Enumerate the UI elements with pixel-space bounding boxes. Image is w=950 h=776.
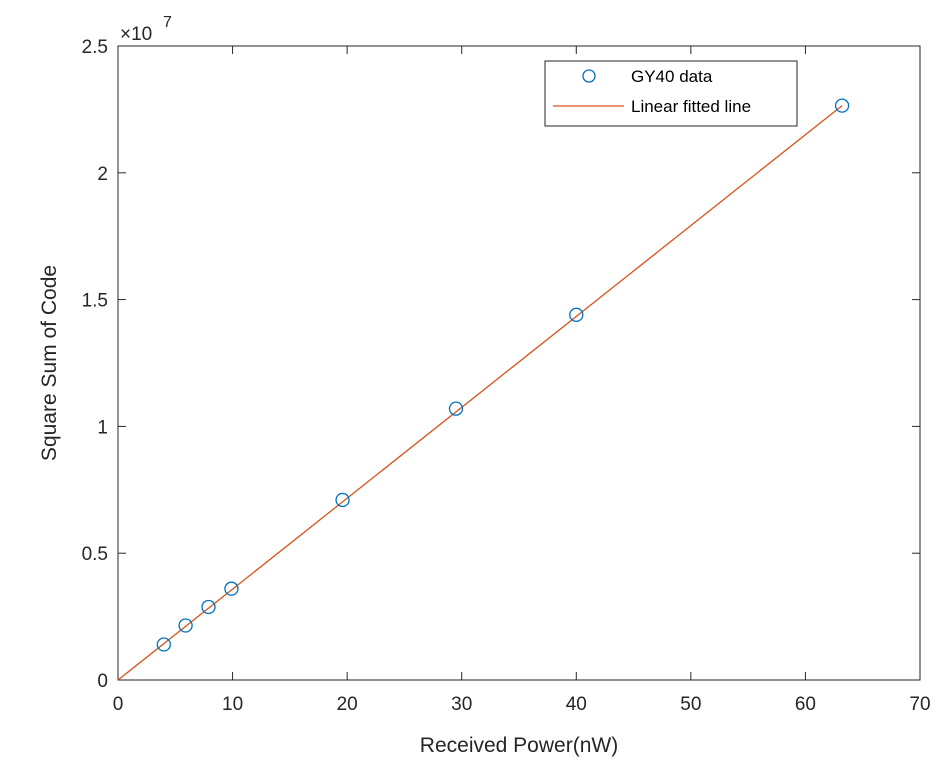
y-exponent-base: ×10 xyxy=(120,24,152,45)
y-exponent: ×10 7 xyxy=(120,14,172,45)
y-exponent-power: 7 xyxy=(163,14,172,31)
y-tick-label: 0.5 xyxy=(82,544,108,565)
x-tick-label: 70 xyxy=(909,694,930,715)
fit-line xyxy=(117,105,843,681)
legend-marker-gy40 xyxy=(582,69,596,83)
data-point xyxy=(834,98,850,113)
y-tick-label: 2.5 xyxy=(82,37,108,58)
legend-label-fit: Linear fitted line xyxy=(631,97,751,116)
data-point xyxy=(569,307,584,322)
data-point xyxy=(335,492,350,508)
data-point xyxy=(178,618,193,633)
series-layer xyxy=(117,98,850,681)
x-tick-label: 20 xyxy=(337,694,358,715)
x-tick-label: 50 xyxy=(680,694,701,715)
ticks-layer: 0 10 20 30 40 50 60 70 0 0.5 1 1.5 2 2.5 xyxy=(82,37,931,715)
y-axis-label: Square Sum of Code xyxy=(38,265,61,461)
legend-label-gy40: GY40 data xyxy=(631,67,713,86)
y-tick-label: 2 xyxy=(97,164,108,185)
legend-box xyxy=(544,60,798,127)
data-point xyxy=(156,637,171,652)
y-tick-label: 1.5 xyxy=(82,291,108,312)
y-tick-label: 1 xyxy=(97,417,108,438)
y-tick-label: 0 xyxy=(97,671,108,692)
data-point xyxy=(448,401,464,416)
x-tick-label: 40 xyxy=(566,694,587,715)
legend: GY40 data Linear fitted line xyxy=(544,60,798,127)
data-point xyxy=(224,581,239,596)
data-point xyxy=(201,599,216,615)
x-tick-label: 60 xyxy=(795,694,816,715)
x-tick-label: 30 xyxy=(451,694,472,715)
x-tick-label: 10 xyxy=(222,694,243,715)
x-axis-label: Received Power(nW) xyxy=(420,734,618,757)
x-tick-label: 0 xyxy=(113,694,124,715)
